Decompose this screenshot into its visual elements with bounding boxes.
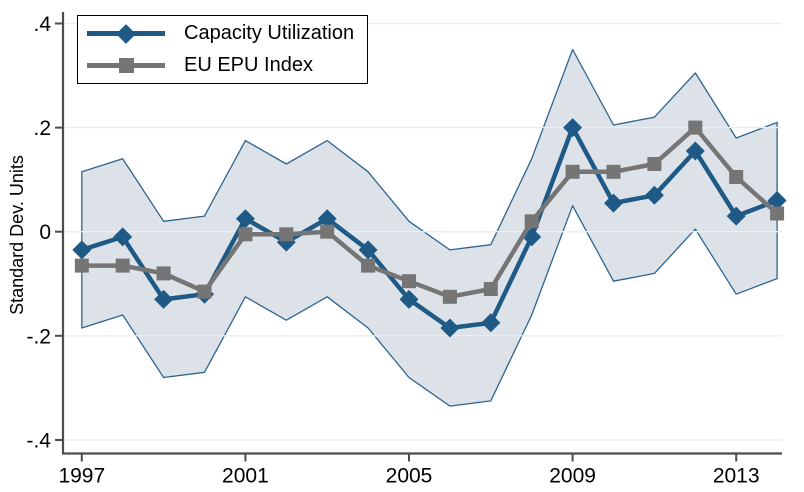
eu-epu-index-point-2002	[279, 227, 294, 242]
y-tick-label: -.4	[26, 430, 51, 453]
square-marker-icon	[118, 58, 134, 73]
eu-epu-index-point-2014	[770, 206, 785, 221]
legend-sample-epu	[87, 55, 165, 77]
y-tick-label: .2	[33, 117, 51, 140]
capacity-utilization-point-2007	[481, 313, 501, 333]
capacity-utilization-point-2012	[685, 141, 705, 161]
y-tick-label: 0	[39, 221, 51, 244]
eu-epu-index-point-2000	[197, 284, 212, 299]
eu-epu-index-point-2004	[361, 258, 376, 273]
capacity-utilization-point-2010	[604, 193, 623, 213]
eu-epu-index-point-2012	[688, 120, 703, 135]
x-tick-label: 1997	[58, 465, 105, 488]
capacity-utilization-point-2014	[767, 191, 787, 210]
capacity-utilization-point-1998	[113, 227, 133, 247]
legend-label-capacity: Capacity Utilization	[184, 22, 355, 44]
eu-epu-index-point-2009	[565, 164, 580, 179]
x-tick-label: 2013	[713, 465, 760, 488]
eu-epu-index-point-1997	[74, 258, 89, 273]
eu-epu-index-point-1998	[115, 258, 130, 273]
legend-item-capacity-utilization: Capacity Utilization	[87, 19, 367, 48]
capacity-utilization-point-1999	[154, 289, 174, 309]
x-tick-label: 2005	[386, 465, 433, 488]
legend: Capacity Utilization EU EPU Index	[77, 15, 368, 84]
capacity-utilization-point-2003	[317, 209, 337, 229]
eu-epu-index-point-2006	[442, 289, 457, 304]
capacity-utilization-point-2009	[563, 118, 583, 138]
capacity-utilization-point-2005	[399, 289, 419, 309]
eu-epu-index-point-2010	[606, 164, 621, 179]
capacity-utilization-point-2004	[358, 240, 378, 260]
eu-epu-index-point-2005	[402, 274, 416, 289]
eu-epu-index-point-2008	[524, 214, 539, 229]
eu-epu-index-point-2011	[647, 157, 662, 171]
diamond-marker-icon	[116, 23, 136, 44]
eu-epu-index-point-2001	[238, 227, 253, 242]
capacity-utilization-point-2001	[235, 209, 255, 229]
eu-epu-index-point-2007	[483, 282, 498, 296]
capacity-utilization-point-2011	[644, 185, 664, 205]
legend-label-epu: EU EPU Index	[184, 54, 313, 76]
capacity-utilization-point-1997	[72, 240, 92, 260]
y-axis-title: Standard Dev. Units	[7, 155, 27, 315]
legend-sample-capacity	[87, 23, 165, 45]
confidence-band	[81, 48, 778, 407]
eu-epu-index-point-2003	[320, 224, 335, 239]
x-tick-label: 2009	[549, 465, 596, 488]
y-tick-label: .4	[33, 13, 51, 36]
capacity-utilization-point-2013	[726, 206, 746, 226]
legend-item-eu-epu-index: EU EPU Index	[87, 51, 367, 80]
capacity-utilization-point-2006	[440, 318, 460, 338]
x-tick-label: 2001	[222, 465, 269, 488]
eu-epu-index-point-1999	[156, 266, 171, 281]
y-tick-label: -.2	[26, 325, 51, 348]
eu-epu-index-point-2013	[729, 170, 744, 184]
